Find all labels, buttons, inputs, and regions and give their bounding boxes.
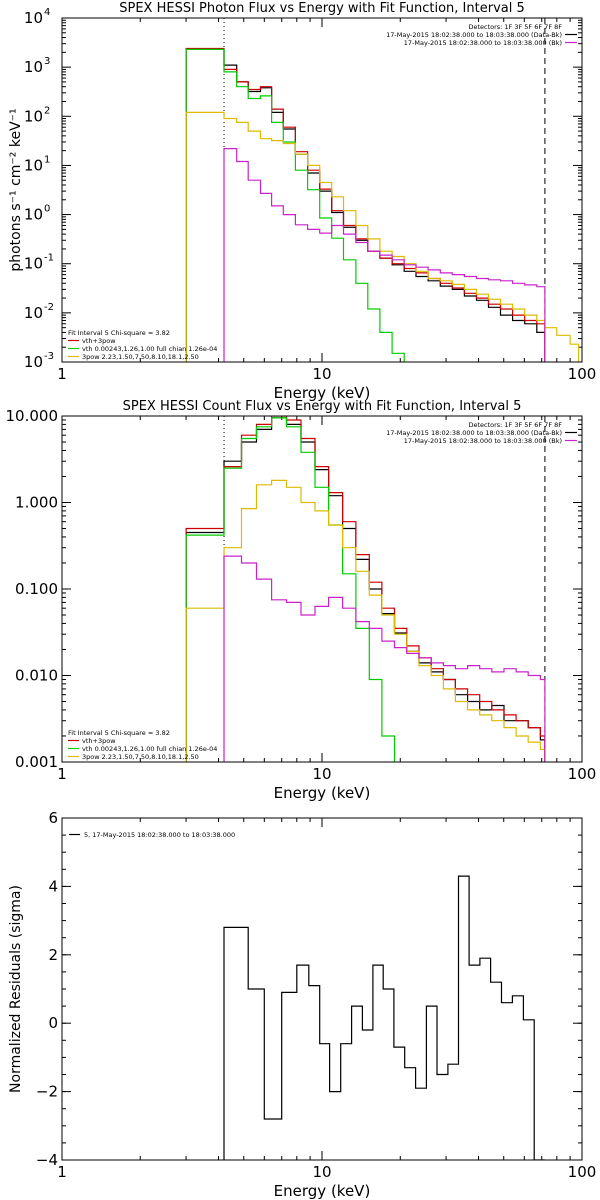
legend-entry-label: 3pow 2.23,1.50,7.50,8.10,18.1,2.50 — [82, 353, 199, 361]
y-tick-base: 10 — [24, 58, 43, 76]
legend-entry-label: vth 0.00243,1.26,1.00 full chian 1.26e-0… — [82, 345, 217, 353]
y-tick-exponent: -1 — [44, 253, 54, 264]
series-group — [185, 416, 546, 762]
legend-entry-label: 3pow 2.23,1.50,7.50,8.10,18.1,2.50 — [82, 753, 199, 761]
x-tick-label: 100 — [568, 365, 597, 383]
y-tick-label: 10 — [24, 156, 43, 174]
y-tick-exponent: 3 — [44, 56, 50, 67]
legend-entry-label: Fit Interval 5 Chi-square = 3.82 — [68, 729, 170, 737]
y-tick-label: 0 — [48, 1014, 58, 1032]
x-tick-label: 1 — [57, 1163, 67, 1181]
legend-entry-label: Fit Interval 5 Chi-square = 3.82 — [68, 329, 170, 337]
y-tick-label: 1.000 — [15, 494, 58, 512]
x-tick-label: 10 — [312, 765, 331, 783]
series-group — [185, 47, 580, 362]
series-vth — [185, 417, 396, 762]
y-tick-label: 0.100 — [15, 580, 58, 598]
y-tick-label: 2 — [48, 946, 58, 964]
y-tick-base: 10 — [24, 353, 43, 371]
y-tick-base: 10 — [24, 304, 43, 322]
series-3pow — [185, 479, 546, 762]
legend-entry-label: 17-May-2015 18:02:38.000 to 18:03:38.000… — [404, 437, 562, 445]
y-tick-exponent: 1 — [44, 154, 50, 165]
y-tick-exponent: -3 — [44, 351, 54, 362]
series-5-17-may-2015-18-02-38-000-to-18-03-38-000 — [223, 875, 545, 1160]
y-tick-label: 6 — [48, 809, 58, 827]
legend-entry-label: 17-May-2015 18:02:38.000 to 18:03:38.000… — [386, 429, 562, 437]
series-bk — [223, 555, 546, 762]
legend-entry-label: 5, 17-May-2015 18:02:38.000 to 18:03:38.… — [84, 831, 235, 839]
legend-entry-label: 17-May-2015 18:02:38.000 to 18:03:38.000… — [404, 39, 562, 47]
series-bk — [223, 148, 546, 362]
y-tick-label: −4 — [36, 1151, 58, 1169]
series-3pow — [185, 111, 580, 362]
y-tick-label: 10 — [24, 9, 43, 27]
y-tick-label: 0.001 — [15, 753, 58, 771]
y-tick-base: 10 — [24, 107, 43, 125]
y-tick-exponent: 2 — [44, 105, 50, 116]
y-tick-label: 10 — [24, 206, 43, 224]
legend-entry-label: Detectors: 1F 3F 5F 6F 7F 8F — [468, 421, 562, 429]
y-axis-label: photons s⁻¹ cm⁻² keV⁻¹ — [8, 108, 24, 271]
y-tick-label: −2 — [36, 1083, 58, 1101]
y-tick-label: 10 — [24, 255, 43, 273]
legend-entry-label: vth+3pow — [82, 737, 116, 745]
plot-frame — [61, 415, 583, 763]
y-tick-label: 0.010 — [15, 667, 58, 685]
count-flux-panel: 1 10 100 0.001 0.010 0.100 1.000 10.000 SPEX HES… — [6, 399, 597, 802]
x-axis-label: Energy (keV) — [274, 1182, 371, 1200]
y-tick-exponent: 0 — [44, 204, 50, 215]
chart-title: SPEX HESSI Count Flux vs Energy with Fit… — [123, 399, 522, 414]
x-tick-label: 1 — [57, 765, 67, 783]
legend-entry-label: 17-May-2015 18:02:38.000 to 18:03:38.000… — [386, 31, 562, 39]
x-tick-label: 1 — [57, 365, 67, 383]
plot-frame — [61, 17, 583, 363]
chart-title: SPEX HESSI Photon Flux vs Energy with Fi… — [119, 1, 525, 16]
y-tick-base: 10 — [24, 206, 43, 224]
y-axis-label: Normalized Residuals (sigma) — [8, 885, 24, 1093]
y-tick-base: 10 — [24, 156, 43, 174]
residuals-panel: 1 10 100 −4 −2 0 2 4 6 Energy (keV) Normalized Res… — [8, 809, 596, 1200]
x-tick-label: 100 — [568, 765, 597, 783]
series-vth — [185, 48, 405, 362]
y-tick-base: 10 — [24, 9, 43, 27]
x-axis-label: Energy (keV) — [274, 784, 371, 802]
x-tick-label: 100 — [568, 1163, 597, 1181]
y-tick-label: 10 — [24, 304, 43, 322]
legend-entry-label: vth 0.00243,1.26,1.00 full chian 1.26e-0… — [82, 745, 217, 753]
y-tick-label: 10 — [24, 58, 43, 76]
y-tick-label: 10 — [24, 353, 43, 371]
y-tick-base: 10 — [24, 255, 43, 273]
y-tick-label: 4 — [48, 877, 58, 895]
x-axis-label: Energy (keV) — [274, 384, 371, 402]
legend-entry-label: vth+3pow — [82, 337, 116, 345]
y-tick-label: 10 — [24, 107, 43, 125]
y-tick-exponent: 4 — [44, 7, 50, 18]
y-tick-exponent: -2 — [44, 302, 54, 313]
series-group — [223, 875, 545, 1160]
x-tick-label: 10 — [312, 1163, 331, 1181]
plot-frame — [61, 817, 583, 1161]
legend-entry-label: Detectors: 1F 3F 5F 6F 7F 8F — [468, 23, 562, 31]
y-tick-label: 10.000 — [6, 407, 59, 425]
x-tick-label: 10 — [312, 365, 331, 383]
